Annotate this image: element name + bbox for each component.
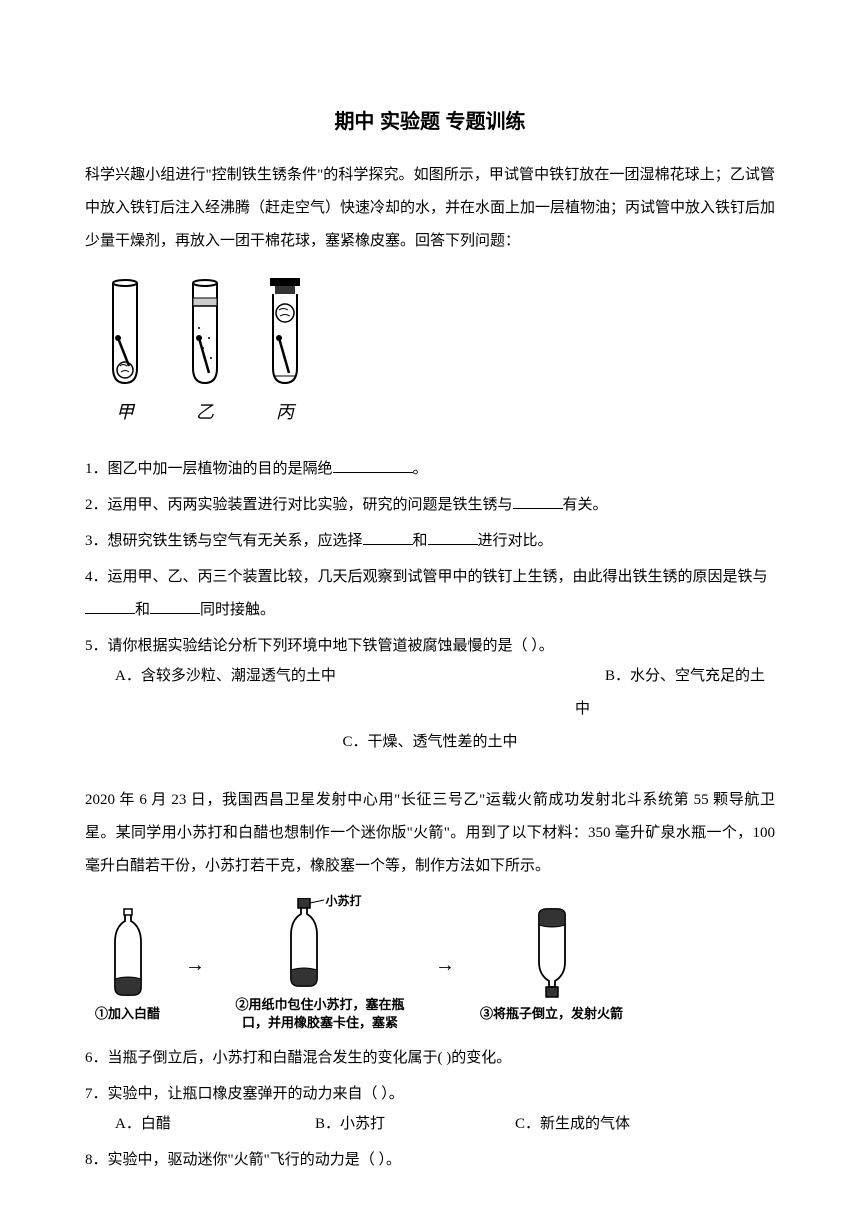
tube-bing: 丙 <box>265 278 305 433</box>
tube-jia-svg <box>105 278 145 388</box>
q3-blank-1 <box>363 527 413 545</box>
intro-paragraph-2: 2020 年 6 月 23 日，我国西昌卫星发射中心用"长征三号乙"运载火箭成功… <box>85 784 775 883</box>
bottle-step-2: 小苏打 ②用纸巾包住小苏打，塞在瓶口，并用橡胶塞卡住，塞紧 <box>230 898 410 1032</box>
q4-blank-2 <box>150 596 200 614</box>
bottles-figure: ①加入白醋 → 小苏打 ②用纸巾包住小苏打，塞在瓶口，并用橡胶塞卡住，塞紧 → … <box>95 898 775 1032</box>
q2-text-after: 有关。 <box>563 497 608 513</box>
question-1: 1．图乙中加一层植物油的目的是隔绝 。 <box>85 453 775 486</box>
page-title: 期中 实验题 专题训练 <box>85 100 775 144</box>
q3-text-before: 想研究铁生锈与空气有无关系，应选择 <box>108 533 363 549</box>
q8-text: 实验中，驱动迷你"火箭"飞行的动力是（ ）。 <box>108 1152 402 1168</box>
test-tubes-figure: 甲 乙 丙 <box>105 278 775 433</box>
q3-text-mid: 和 <box>413 533 428 549</box>
q7-opt-a: A．白醋 <box>115 1108 315 1141</box>
q5-opt-a: A．含较多沙粒、潮湿透气的土中 <box>85 660 575 726</box>
step-3-caption: ③将瓶子倒立，发射火箭 <box>480 1005 623 1023</box>
q8-num: 8． <box>85 1152 108 1168</box>
q3-text-after: 进行对比。 <box>478 533 553 549</box>
question-6: 6．当瓶子倒立后，小苏打和白醋混合发生的变化属于( )的变化。 <box>85 1042 775 1075</box>
q1-text-after: 。 <box>413 461 428 477</box>
q5-num: 5． <box>85 638 108 654</box>
question-8: 8．实验中，驱动迷你"火箭"飞行的动力是（ ）。 <box>85 1144 775 1177</box>
q5-opt-b: B．水分、空气充足的土中 <box>575 660 775 726</box>
question-2: 2．运用甲、丙两实验装置进行对比实验，研究的问题是铁生锈与 有关。 <box>85 489 775 522</box>
question-5: 5．请你根据实验结论分析下列环境中地下铁管道被腐蚀最慢的是（ ）。 <box>85 630 775 663</box>
q4-text-mid: 和 <box>135 602 150 618</box>
tube-label-yi: 乙 <box>196 393 214 433</box>
q4-num: 4． <box>85 569 108 585</box>
question-7: 7．实验中，让瓶口橡皮塞弹开的动力来自（ ）。 <box>85 1078 775 1111</box>
bottle-2-svg <box>279 898 329 993</box>
q1-num: 1． <box>85 461 108 477</box>
q4-text1: 运用甲、乙、丙三个装置比较，几天后观察到试管甲中的铁钉上生锈，由此得出铁生锈的原… <box>108 569 768 585</box>
tube-yi: 乙 <box>185 278 225 433</box>
q2-blank <box>513 491 563 509</box>
q7-opt-c: C．新生成的气体 <box>515 1108 715 1141</box>
q7-options: A．白醋 B．小苏打 C．新生成的气体 <box>85 1108 775 1141</box>
tube-label-jia: 甲 <box>116 393 134 433</box>
step-2-caption: ②用纸巾包住小苏打，塞在瓶口，并用橡胶塞卡住，塞紧 <box>230 996 410 1032</box>
q6-text: 当瓶子倒立后，小苏打和白醋混合发生的变化属于( )的变化。 <box>108 1050 512 1066</box>
q5-text: 请你根据实验结论分析下列环境中地下铁管道被腐蚀最慢的是（ ）。 <box>108 638 554 654</box>
intro-paragraph-1: 科学兴趣小组进行"控制铁生锈条件"的科学探究。如图所示，甲试管中铁钉放在一团湿棉… <box>85 159 775 258</box>
q3-blank-2 <box>428 527 478 545</box>
q1-blank <box>333 455 413 473</box>
tube-bing-svg <box>265 278 305 388</box>
q5-options-line1: A．含较多沙粒、潮湿透气的土中 B．水分、空气充足的土中 <box>85 660 775 726</box>
bottle-step-1: ①加入白醋 <box>95 907 160 1023</box>
q1-text-before: 图乙中加一层植物油的目的是隔绝 <box>108 461 333 477</box>
q2-text-before: 运用甲、丙两实验装置进行对比实验，研究的问题是铁生锈与 <box>108 497 513 513</box>
arrow-2-icon: → <box>435 943 455 987</box>
tube-label-bing: 丙 <box>276 393 294 433</box>
tube-jia: 甲 <box>105 278 145 433</box>
tube-yi-svg <box>185 278 225 388</box>
q6-num: 6． <box>85 1050 108 1066</box>
question-3: 3．想研究铁生锈与空气有无关系，应选择 和 进行对比。 <box>85 525 775 558</box>
q7-opt-b: B．小苏打 <box>315 1108 515 1141</box>
q7-text: 实验中，让瓶口橡皮塞弹开的动力来自（ ）。 <box>108 1086 404 1102</box>
q7-num: 7． <box>85 1086 108 1102</box>
step-1-caption: ①加入白醋 <box>95 1005 160 1023</box>
q2-num: 2． <box>85 497 108 513</box>
bottle-step-3: ③将瓶子倒立，发射火箭 <box>480 907 623 1023</box>
q5-options-line2: C．干燥、透气性差的土中 <box>85 726 775 759</box>
soda-label: 小苏打 <box>326 893 362 910</box>
bottle-3-svg <box>527 907 577 1002</box>
question-4: 4．运用甲、乙、丙三个装置比较，几天后观察到试管甲中的铁钉上生锈，由此得出铁生锈… <box>85 561 775 627</box>
arrow-1-icon: → <box>185 943 205 987</box>
bottle-1-svg <box>103 907 153 1002</box>
q3-num: 3． <box>85 533 108 549</box>
q4-text-after: 同时接触。 <box>200 602 275 618</box>
q4-blank-1 <box>85 596 135 614</box>
